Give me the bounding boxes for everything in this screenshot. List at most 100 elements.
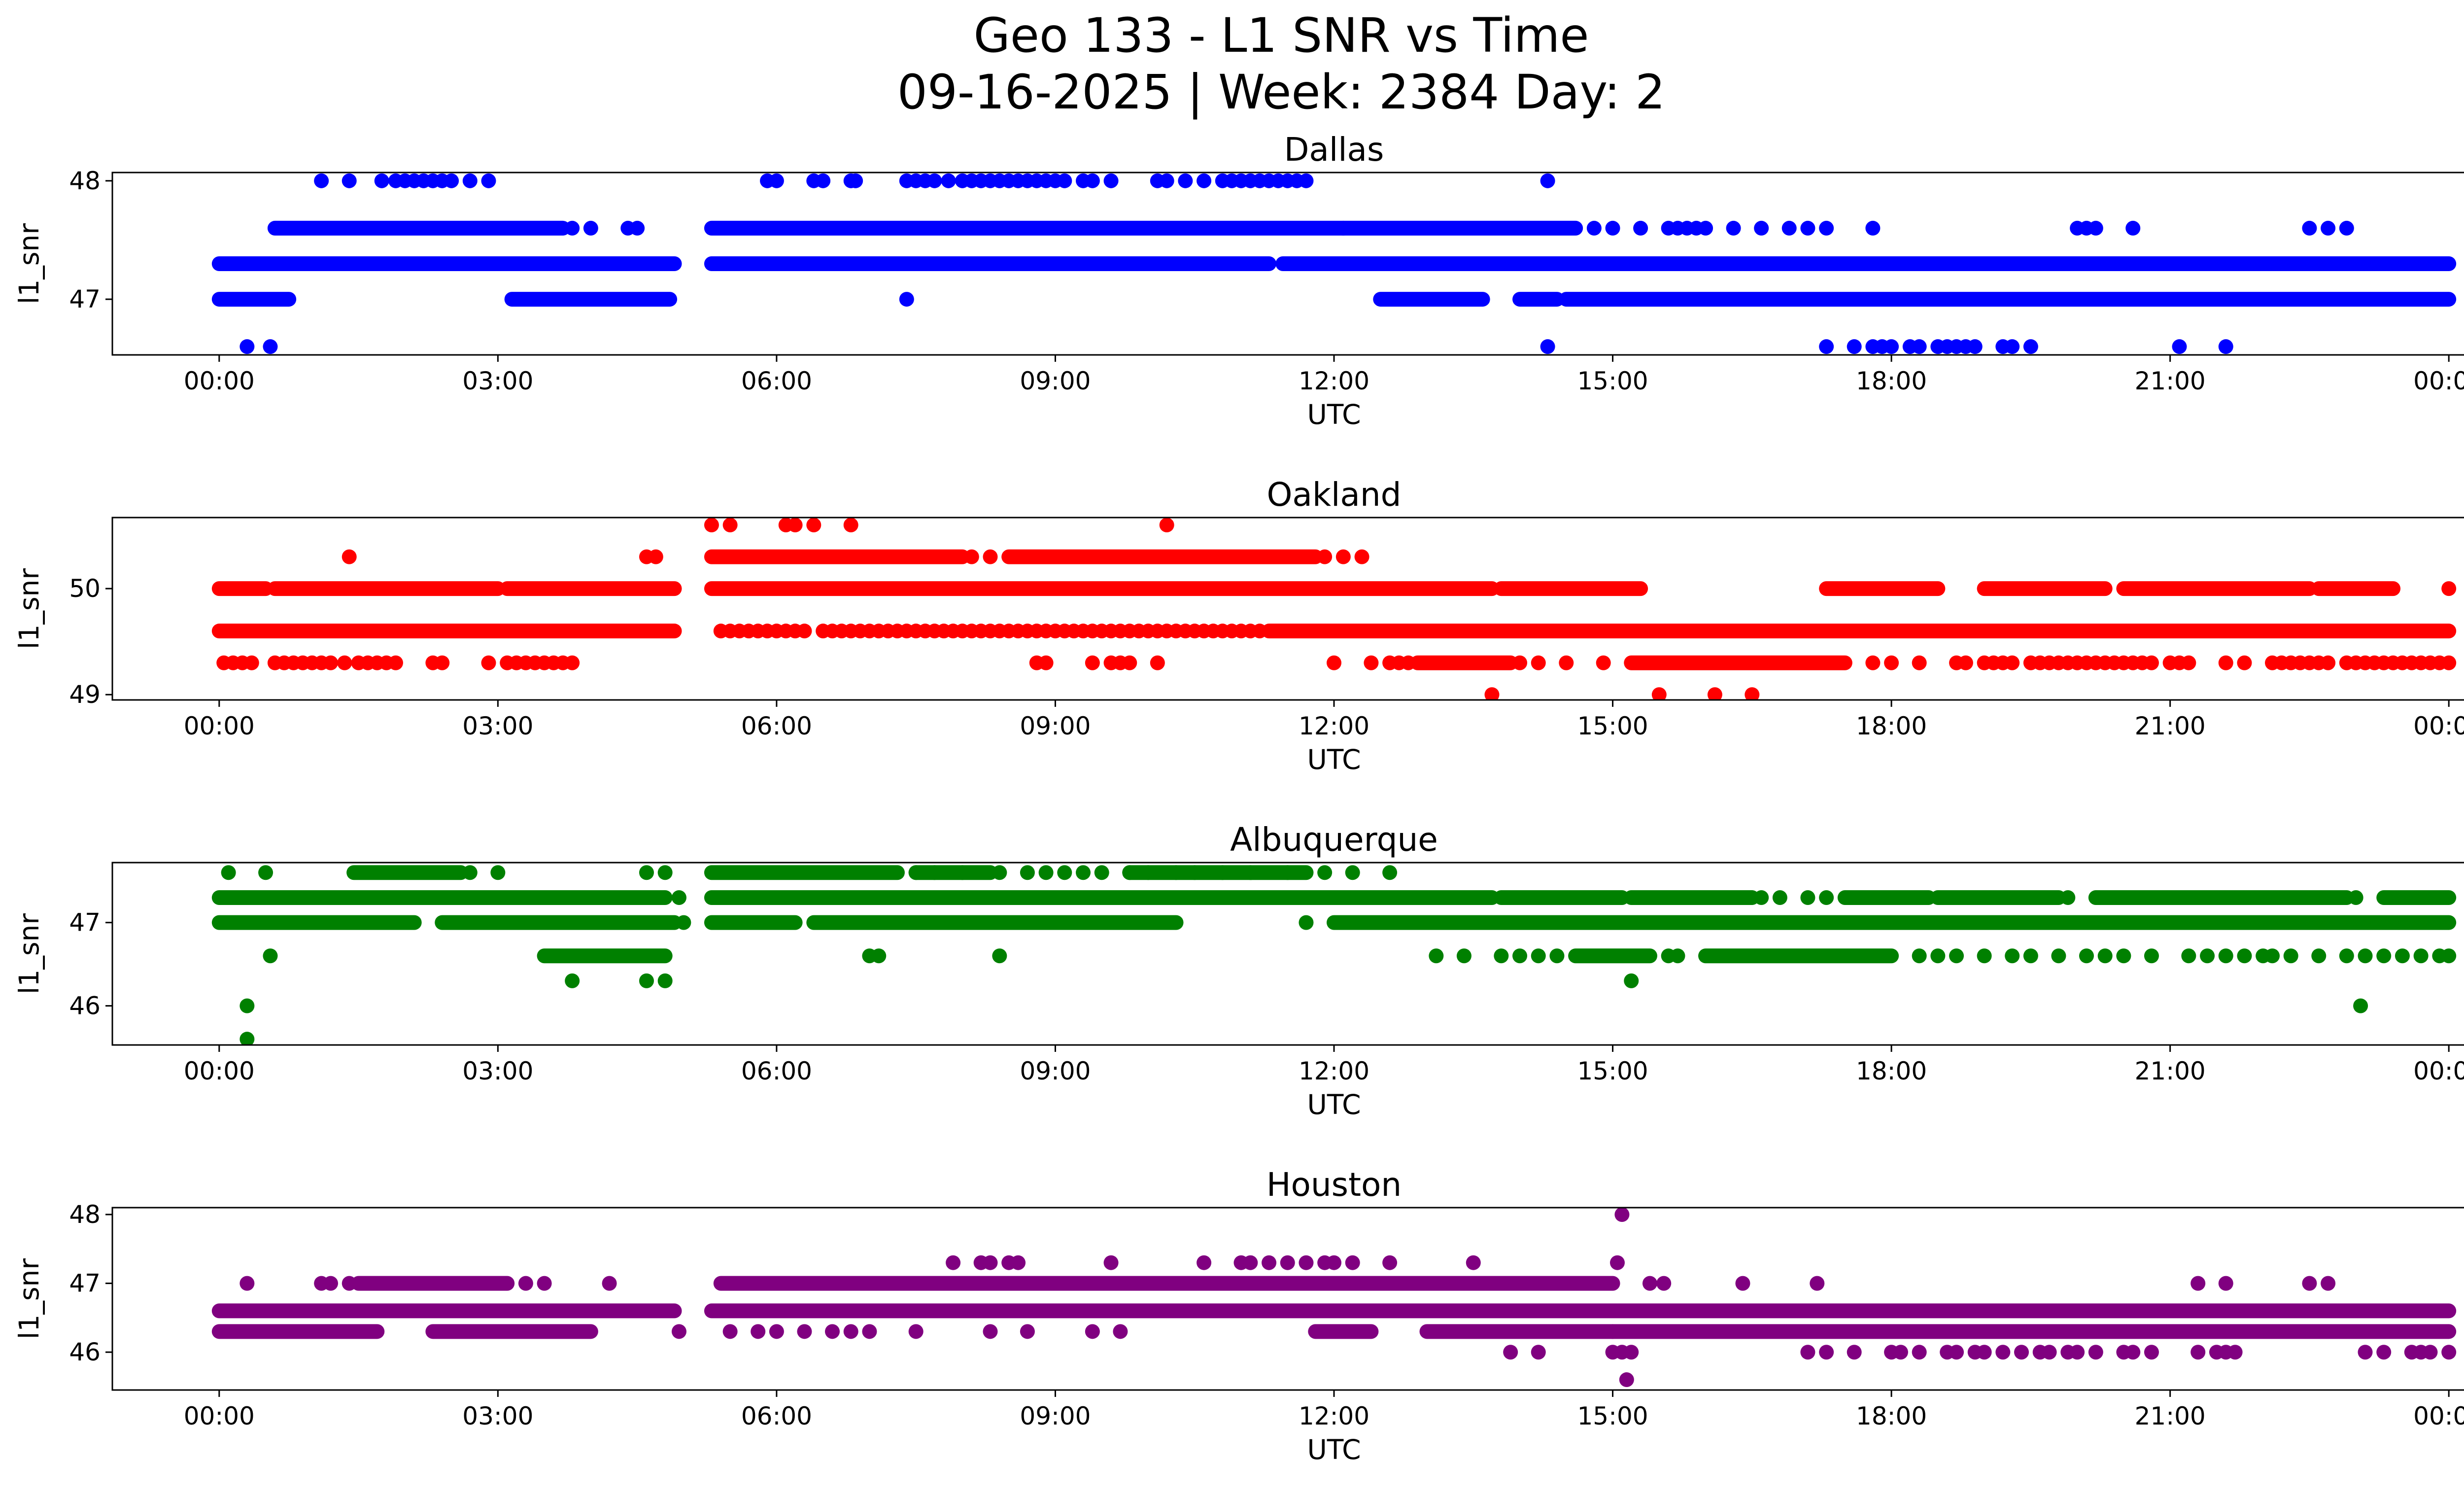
- data-point: [1364, 655, 1379, 670]
- y-tick-label: 48: [69, 1200, 101, 1229]
- data-point: [565, 220, 580, 236]
- data-point: [2144, 948, 2159, 964]
- data-point: [2116, 948, 2131, 964]
- data-point: [992, 948, 1007, 964]
- data-point: [263, 948, 278, 964]
- data-point: [1540, 339, 1555, 354]
- data-point: [244, 655, 259, 670]
- data-point: [1651, 687, 1667, 700]
- data-point: [240, 339, 255, 354]
- data-point: [657, 973, 673, 988]
- data-point: [2070, 1345, 2085, 1360]
- x-axis-label: UTC: [1307, 1434, 1361, 1465]
- data-point: [1076, 624, 1091, 639]
- y-axis-label: l1_snr: [13, 223, 45, 304]
- data-point: [1038, 655, 1054, 670]
- data-point: [1103, 173, 1119, 188]
- data-point: [2005, 948, 2020, 964]
- data-point: [565, 973, 580, 988]
- data-point: [1819, 339, 1834, 354]
- data-point: [2339, 948, 2354, 964]
- y-tick-label: 47: [69, 908, 101, 937]
- y-tick-label: 46: [69, 992, 101, 1020]
- data-point: [1549, 948, 1565, 964]
- data-point: [1670, 948, 1685, 964]
- data-point: [1810, 1276, 1825, 1291]
- data-point: [2348, 890, 2363, 905]
- data-point: [1559, 655, 1574, 670]
- series-points-houston: [211, 1208, 2457, 1388]
- data-point: [2321, 220, 2336, 236]
- data-point: [1912, 655, 1927, 670]
- data-point: [1958, 655, 1973, 670]
- data-point: [2088, 220, 2103, 236]
- data-point: [1280, 1255, 1295, 1270]
- data-point: [2042, 1345, 2057, 1360]
- data-point: [1912, 1345, 1927, 1360]
- data-point: [1197, 1255, 1212, 1270]
- subplots: Dallas 47 48 00:00 03:00 06:00 09:00 12:00 15:00…: [13, 131, 2464, 1465]
- data-point: [918, 624, 933, 639]
- data-point: [1614, 1208, 1630, 1222]
- data-point: [565, 655, 580, 670]
- data-point: [1847, 339, 1862, 354]
- data-point: [1131, 624, 1147, 639]
- data-point: [955, 865, 970, 880]
- data-point: [1020, 865, 1035, 880]
- data-point: [1094, 865, 1109, 880]
- x-axis-label: UTC: [1307, 399, 1361, 430]
- data-point: [2144, 1345, 2159, 1360]
- data-point: [941, 173, 956, 188]
- data-point: [1252, 624, 1267, 639]
- data-point: [871, 948, 887, 964]
- data-point: [1335, 549, 1351, 564]
- data-point: [2181, 948, 2196, 964]
- data-point: [323, 1276, 339, 1291]
- data-point: [1772, 890, 1787, 905]
- data-point: [1085, 173, 1100, 188]
- data-point: [2097, 948, 2113, 964]
- data-point: [314, 173, 329, 188]
- data-point: [1800, 1345, 1815, 1360]
- data-point: [1057, 173, 1072, 188]
- x-tick-label: 06:00: [741, 367, 812, 395]
- data-point: [1187, 865, 1202, 880]
- y-axis-label: l1_snr: [13, 1258, 45, 1339]
- data-point: [1865, 655, 1881, 670]
- axes-frame-oakland: [111, 517, 2464, 701]
- data-point: [1345, 865, 1360, 880]
- data-point: [2014, 1345, 2029, 1360]
- data-point: [490, 865, 506, 880]
- data-point: [1484, 687, 1500, 700]
- data-point: [2218, 948, 2233, 964]
- data-point: [481, 173, 496, 188]
- panel-title-houston: Houston: [1266, 1166, 1402, 1204]
- data-point: [1159, 173, 1174, 188]
- data-point: [741, 624, 756, 639]
- data-point: [1949, 1345, 1964, 1360]
- data-point: [1020, 1324, 1035, 1339]
- data-point: [1466, 1255, 1481, 1270]
- data-point: [2190, 1276, 2206, 1291]
- data-point: [258, 865, 274, 880]
- data-point: [1262, 1255, 1277, 1270]
- data-point: [676, 915, 691, 930]
- x-tick-label: 18:00: [1856, 1402, 1927, 1430]
- data-point: [843, 518, 858, 533]
- x-tick-label: 00:00: [184, 1057, 255, 1085]
- data-point: [671, 890, 686, 905]
- data-point: [1531, 1345, 1546, 1360]
- data-point: [1624, 1345, 1639, 1360]
- data-point: [1233, 624, 1249, 639]
- data-point: [2227, 1345, 2243, 1360]
- data-point: [1401, 655, 1416, 670]
- data-point: [1619, 1372, 1634, 1388]
- x-tick-label: 03:00: [462, 367, 533, 395]
- data-point: [1076, 865, 1091, 880]
- data-point: [2023, 339, 2038, 354]
- data-point: [639, 973, 654, 988]
- x-tick-label: 00:00: [2413, 1057, 2464, 1085]
- data-point: [342, 1276, 357, 1291]
- data-point: [2218, 1276, 2233, 1291]
- data-point: [1327, 655, 1341, 670]
